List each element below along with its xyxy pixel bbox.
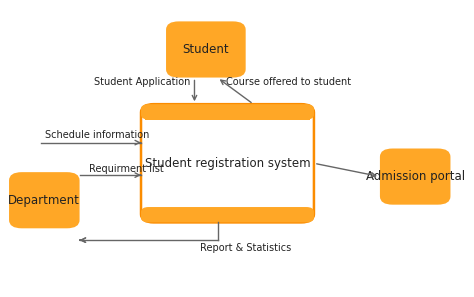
Text: Schedule information: Schedule information — [46, 130, 150, 140]
FancyBboxPatch shape — [141, 207, 314, 222]
Bar — [145, 112, 310, 119]
Text: Admission portal: Admission portal — [365, 170, 465, 183]
FancyBboxPatch shape — [9, 172, 80, 228]
FancyBboxPatch shape — [166, 21, 246, 78]
Text: Report & Statistics: Report & Statistics — [200, 243, 292, 252]
FancyBboxPatch shape — [141, 104, 314, 222]
Text: Student registration system: Student registration system — [145, 157, 310, 170]
Text: Course offered to student: Course offered to student — [227, 77, 351, 87]
Text: Requirment list: Requirment list — [89, 164, 164, 174]
Text: Student Application: Student Application — [93, 77, 190, 87]
Text: Department: Department — [9, 194, 80, 207]
Text: Student: Student — [182, 43, 229, 56]
FancyBboxPatch shape — [380, 148, 450, 205]
Bar — [145, 215, 310, 222]
FancyBboxPatch shape — [141, 104, 314, 119]
